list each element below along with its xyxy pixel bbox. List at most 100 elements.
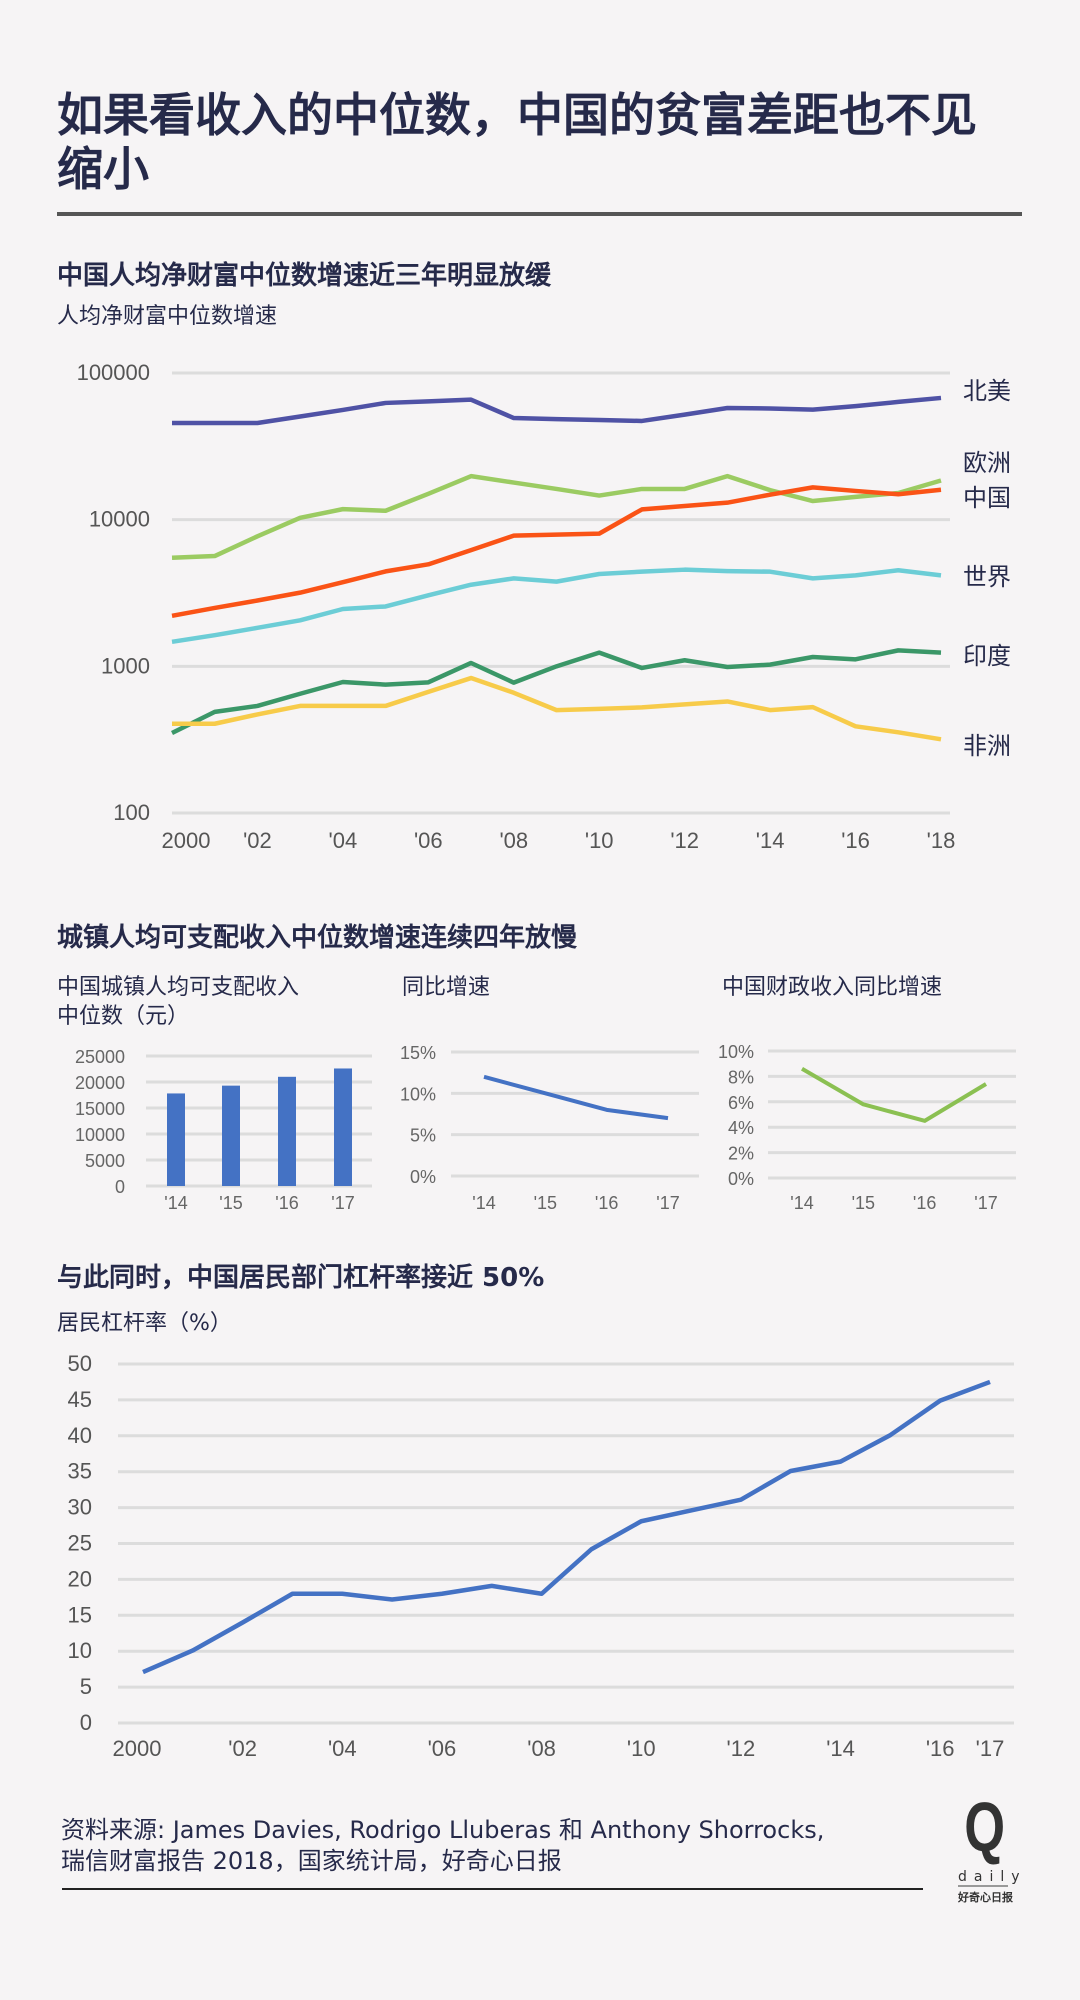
x-tick-label: '17 bbox=[656, 1193, 679, 1213]
y-tick-label: 0% bbox=[410, 1167, 436, 1187]
series-label: 北美 bbox=[963, 377, 1011, 405]
x-tick-label: '18 bbox=[927, 828, 956, 853]
y-tick-label: 25000 bbox=[75, 1047, 125, 1067]
x-tick-label: '15 bbox=[852, 1193, 875, 1213]
x-tick-label: '14 bbox=[472, 1193, 495, 1213]
y-tick-label: 5000 bbox=[85, 1151, 125, 1171]
x-tick-label: '16 bbox=[926, 1736, 955, 1761]
x-tick-label: 2000 bbox=[113, 1736, 162, 1761]
y-tick-label: 5% bbox=[410, 1126, 436, 1146]
x-tick-label: '08 bbox=[527, 1736, 556, 1761]
y-tick-label: 0 bbox=[115, 1177, 125, 1197]
x-tick-label: '04 bbox=[329, 828, 358, 853]
x-tick-label: '02 bbox=[228, 1736, 257, 1761]
y-tick-label: 0 bbox=[80, 1710, 92, 1735]
x-tick-label: '14 bbox=[756, 828, 785, 853]
x-tick-label: '08 bbox=[499, 828, 528, 853]
series-line-3 bbox=[171, 567, 942, 645]
source-line-1: 资料来源: James Davies, Rodrigo Lluberas 和 A… bbox=[61, 1816, 825, 1844]
bar bbox=[222, 1085, 240, 1186]
x-tick-label: '14 bbox=[826, 1736, 855, 1761]
series-line-4 bbox=[171, 648, 942, 736]
y-tick-label: 10000 bbox=[75, 1125, 125, 1145]
logo-word: daily bbox=[958, 1869, 1027, 1887]
y-tick-label: 100000 bbox=[77, 360, 150, 385]
series-label: 世界 bbox=[963, 563, 1011, 591]
y-tick-label: 20 bbox=[68, 1566, 92, 1591]
y-tick-label: 15 bbox=[68, 1602, 92, 1627]
series-line bbox=[800, 1067, 988, 1123]
x-tick-label: '15 bbox=[534, 1193, 557, 1213]
y-tick-label: 50 bbox=[68, 1351, 92, 1376]
y-tick-label: 6% bbox=[728, 1093, 754, 1113]
series-line-5 bbox=[172, 675, 942, 742]
x-tick-label: '16 bbox=[913, 1193, 936, 1213]
x-tick-label: '17 bbox=[974, 1193, 997, 1213]
series-label: 中国 bbox=[963, 484, 1011, 512]
y-tick-label: 0% bbox=[728, 1169, 754, 1189]
y-tick-label: 10% bbox=[718, 1042, 754, 1062]
bar-chart-title-line1: 中国城镇人均可支配收入 bbox=[57, 975, 300, 1000]
title-divider bbox=[57, 212, 1022, 216]
x-tick-label: '14 bbox=[164, 1193, 187, 1213]
x-tick-label: '17 bbox=[976, 1736, 1005, 1761]
x-tick-label: '12 bbox=[670, 828, 699, 853]
y-tick-label: 35 bbox=[68, 1459, 92, 1484]
section1-title: 中国人均净财富中位数增速近三年明显放缓 bbox=[57, 261, 552, 291]
footer-divider bbox=[62, 1888, 923, 1890]
y-tick-label: 1000 bbox=[101, 653, 150, 678]
section3-unit: 居民杠杆率（%） bbox=[57, 1311, 232, 1336]
series-label: 欧洲 bbox=[963, 449, 1011, 477]
y-tick-label: 25 bbox=[68, 1531, 92, 1556]
x-tick-label: '12 bbox=[727, 1736, 756, 1761]
y-tick-label: 5 bbox=[80, 1674, 92, 1699]
logo-cn: 好奇心日报 bbox=[958, 1891, 1013, 1904]
y-tick-label: 45 bbox=[68, 1387, 92, 1412]
x-tick-label: '17 bbox=[331, 1193, 354, 1213]
qdaily-logo: Q daily 好奇心日报 bbox=[958, 1785, 1027, 1905]
x-tick-label: '06 bbox=[414, 828, 443, 853]
y-tick-label: 20000 bbox=[75, 1073, 125, 1093]
series-line-2 bbox=[171, 485, 942, 619]
bar bbox=[278, 1076, 296, 1186]
bar-chart-title-line2: 中位数（元） bbox=[57, 1004, 190, 1029]
x-tick-label: '06 bbox=[428, 1736, 457, 1761]
y-tick-label: 40 bbox=[68, 1423, 92, 1448]
y-tick-label: 15% bbox=[400, 1043, 436, 1063]
x-tick-label: '14 bbox=[790, 1193, 813, 1213]
series-line-1 bbox=[171, 473, 942, 560]
y-tick-label: 10000 bbox=[89, 507, 150, 532]
y-tick-label: 2% bbox=[728, 1144, 754, 1164]
x-tick-label: '16 bbox=[841, 828, 870, 853]
fiscal-chart-title: 中国财政收入同比增速 bbox=[722, 975, 943, 1000]
x-tick-label: '10 bbox=[627, 1736, 656, 1761]
series-line bbox=[483, 1074, 669, 1121]
series-label: 非洲 bbox=[963, 732, 1011, 760]
bar bbox=[167, 1093, 185, 1186]
y-tick-label: 10% bbox=[400, 1084, 436, 1104]
y-tick-label: 10 bbox=[68, 1638, 92, 1663]
x-tick-label: '16 bbox=[595, 1193, 618, 1213]
y-tick-label: 15000 bbox=[75, 1099, 125, 1119]
x-tick-label: 2000 bbox=[162, 828, 211, 853]
x-tick-label: '10 bbox=[585, 828, 614, 853]
series-line bbox=[142, 1379, 991, 1675]
page-title: 如果看收入的中位数，中国的贫富差距也不见缩小 bbox=[57, 88, 977, 196]
section3-title: 与此同时，中国居民部门杠杆率接近 50% bbox=[57, 1263, 545, 1293]
bar bbox=[334, 1068, 352, 1186]
x-tick-label: '16 bbox=[275, 1193, 298, 1213]
logo-letter: Q bbox=[964, 1788, 1006, 1866]
series-label: 印度 bbox=[963, 642, 1011, 670]
growth-chart-title: 同比增速 bbox=[402, 975, 491, 1000]
section1-unit: 人均净财富中位数增速 bbox=[57, 304, 278, 329]
x-tick-label: '02 bbox=[243, 828, 272, 853]
source-line-2: 瑞信财富报告 2018，国家统计局，好奇心日报 bbox=[61, 1847, 562, 1875]
source-note: 资料来源: James Davies, Rodrigo Lluberas 和 A… bbox=[61, 1815, 824, 1877]
y-tick-label: 30 bbox=[68, 1495, 92, 1520]
x-tick-label: '15 bbox=[219, 1193, 242, 1213]
x-tick-label: '04 bbox=[328, 1736, 357, 1761]
section2-title: 城镇人均可支配收入中位数增速连续四年放慢 bbox=[57, 923, 578, 953]
y-tick-label: 100 bbox=[113, 800, 150, 825]
y-tick-label: 4% bbox=[728, 1118, 754, 1138]
